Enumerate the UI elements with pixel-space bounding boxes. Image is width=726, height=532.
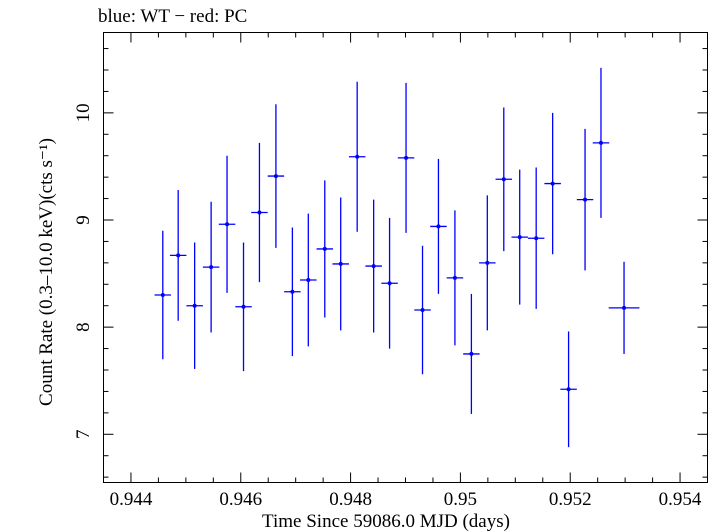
point-marker [225, 222, 230, 227]
data-point [267, 104, 285, 248]
point-marker [485, 260, 490, 265]
data-point [381, 217, 398, 349]
x-tick-label: 0.954 [659, 489, 702, 510]
y-tick-label: 10 [73, 103, 94, 122]
data-point [316, 180, 334, 318]
x-tick-label: 0.952 [549, 489, 592, 510]
point-marker [501, 177, 506, 182]
data-point [446, 210, 464, 346]
data-point [495, 107, 513, 252]
x-tick-label: 0.944 [110, 489, 153, 510]
x-axis: 0.944 0.946 0.948 0.95 0.952 0.954 [103, 32, 708, 510]
point-marker [469, 351, 474, 356]
point-marker [452, 275, 457, 280]
data-point [560, 331, 577, 448]
data-point [202, 201, 220, 333]
point-marker [160, 293, 165, 297]
y-axis: 7 8 9 10 [73, 48, 708, 478]
point-marker [566, 387, 571, 392]
point-marker [622, 305, 627, 310]
data-point [527, 167, 545, 309]
data-point [169, 190, 187, 321]
point-marker [355, 154, 360, 159]
point-marker [436, 224, 441, 229]
data-point [365, 199, 382, 333]
data-point [430, 158, 447, 294]
data-point [218, 155, 236, 293]
y-tick-label: 7 [73, 430, 94, 440]
point-marker [534, 236, 539, 241]
point-marker [550, 181, 555, 186]
point-marker [241, 304, 246, 309]
point-marker [371, 264, 376, 269]
point-marker [517, 235, 522, 240]
data-point [511, 169, 528, 305]
point-marker [273, 174, 278, 179]
data-point [463, 293, 480, 414]
point-marker [404, 155, 409, 160]
data-point [576, 128, 594, 271]
data-point [300, 213, 317, 347]
point-marker [420, 308, 425, 312]
y-tick-label: 8 [73, 322, 94, 332]
point-marker [209, 265, 214, 270]
point-marker [306, 278, 311, 282]
data-point [251, 142, 268, 283]
data-point [592, 67, 610, 218]
point-marker [257, 210, 262, 215]
data-point [544, 112, 561, 255]
x-axis-label: Time Since 59086.0 MJD (days) [262, 511, 510, 532]
x-tick-label: 0.948 [329, 489, 372, 510]
point-marker [387, 281, 392, 286]
data-points [154, 67, 640, 448]
point-marker [192, 303, 197, 308]
data-point [479, 195, 496, 331]
point-marker [598, 140, 603, 145]
data-point [414, 245, 431, 375]
point-marker [322, 246, 327, 251]
point-marker [290, 289, 295, 294]
data-point [186, 242, 203, 369]
point-marker [583, 197, 588, 202]
data-point [154, 230, 172, 360]
point-marker [176, 253, 181, 258]
point-marker [338, 261, 343, 266]
data-point [608, 261, 640, 354]
data-point [284, 227, 301, 357]
data-point [332, 197, 349, 331]
x-tick-label: 0.946 [219, 489, 262, 510]
y-axis-label: Count Rate (0.3–10.0 keV)(cts s⁻¹) [36, 138, 57, 406]
data-point [397, 82, 415, 233]
data-point [235, 242, 252, 372]
x-tick-label: 0.95 [444, 489, 477, 510]
chart-title: blue: WT − red: PC [98, 6, 247, 27]
y-tick-label: 9 [73, 215, 94, 225]
data-point [348, 81, 366, 232]
